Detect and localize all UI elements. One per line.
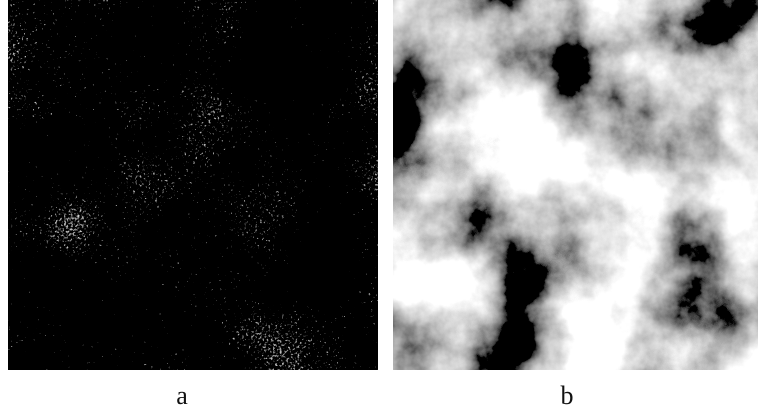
panel-label: b: [561, 381, 574, 410]
panel-label: a: [176, 381, 188, 410]
texture-b: [393, 0, 758, 370]
texture-a: [8, 0, 378, 370]
